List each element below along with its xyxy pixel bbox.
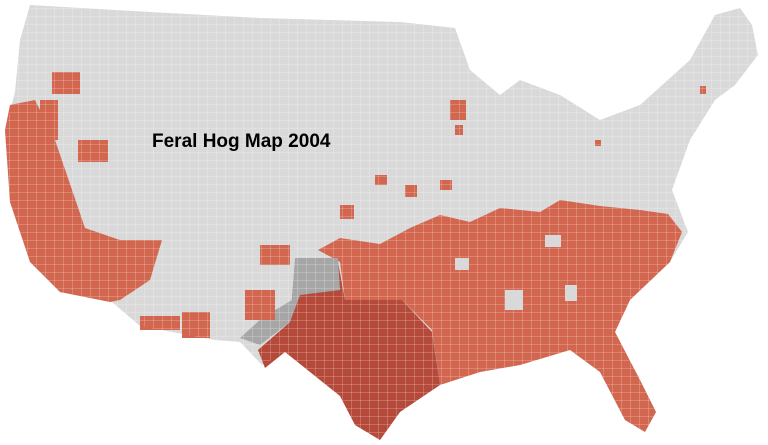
no-hog-areas xyxy=(455,235,577,310)
county-lines xyxy=(5,5,758,440)
map-title: Feral Hog Map 2004 xyxy=(152,131,331,152)
